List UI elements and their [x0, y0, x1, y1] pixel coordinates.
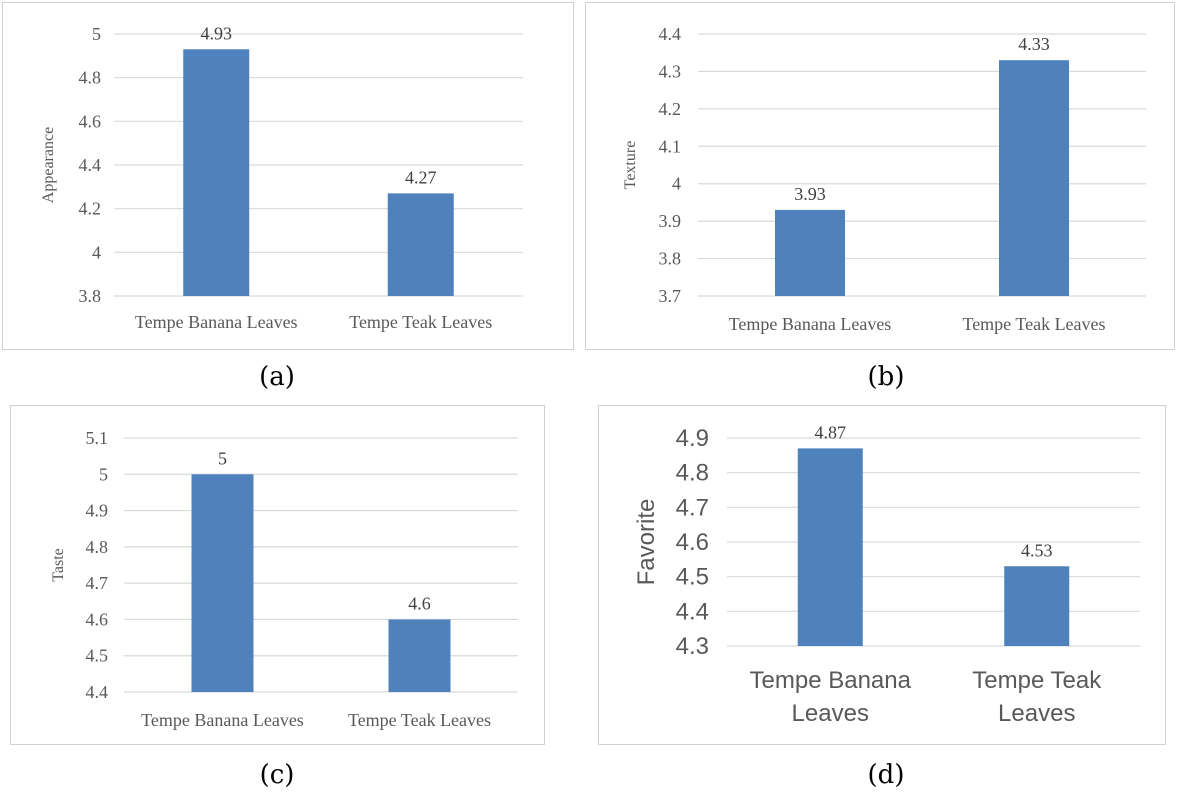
x-category-label: Leaves	[998, 700, 1075, 727]
x-category-label: Tempe Teak Leaves	[348, 710, 491, 730]
y-tick-label: 4.3	[676, 633, 709, 660]
bar	[1004, 566, 1070, 646]
data-label: 4.6	[408, 593, 431, 613]
y-tick-label: 4.4	[676, 598, 709, 625]
y-tick-label: 5.1	[86, 428, 109, 448]
bar	[191, 474, 254, 692]
bar	[183, 49, 250, 297]
chart-appearance: 3.8 4 4.2 4.4 4.6 4.8 5 Appearance 4.93 Tempe Ban…	[2, 2, 574, 350]
caption-b: (b)	[867, 362, 905, 392]
data-label: 3.93	[794, 184, 826, 204]
data-label: 4.87	[815, 422, 847, 442]
x-category-label: Tempe Banana Leaves	[135, 312, 298, 332]
y-tick-label: 4.5	[86, 646, 109, 666]
bar	[775, 209, 845, 296]
y-tick-label: 4.1	[659, 136, 682, 156]
y-tick-label: 4.3	[659, 61, 682, 81]
chart-taste: 4.4 4.5 4.6 4.7 4.8 4.9 5 5.1 Taste 5 Tempe Banana…	[10, 405, 545, 745]
y-tick-label: 4	[672, 174, 681, 194]
y-tick-label: 4.9	[676, 425, 709, 452]
bar	[387, 193, 454, 296]
data-label: 5	[218, 448, 227, 468]
y-tick-label: 3.7	[659, 286, 682, 306]
data-label: 4.53	[1021, 540, 1053, 560]
x-category-label: Tempe Teak Leaves	[349, 312, 492, 332]
y-tick-label: 4.4	[79, 155, 102, 175]
bar	[797, 448, 863, 646]
y-tick-label: 4.6	[86, 609, 109, 629]
x-category-label: Leaves	[792, 700, 869, 727]
caption-d: (d)	[867, 760, 905, 790]
data-label: 4.27	[405, 167, 437, 187]
y-tick-label: 4.8	[676, 460, 709, 487]
y-tick-label: 5	[92, 24, 101, 44]
y-tick-label: 4.7	[86, 573, 109, 593]
y-tick-label: 4.5	[676, 564, 709, 591]
y-axis-label: Appearance	[40, 127, 57, 203]
y-axis-label: Taste	[50, 548, 67, 582]
y-tick-label: 4.9	[86, 501, 109, 521]
y-axis-label: Favorite	[633, 499, 660, 586]
caption-c: (c)	[259, 760, 295, 790]
bar	[388, 619, 451, 692]
y-tick-label: 4.8	[86, 537, 109, 557]
y-tick-label: 3.9	[659, 211, 682, 231]
x-category-label: Tempe Banana	[750, 667, 912, 694]
y-tick-label: 4.8	[79, 68, 102, 88]
y-tick-label: 4.6	[676, 529, 709, 556]
y-tick-label: 3.8	[79, 286, 102, 306]
y-tick-label: 4.7	[676, 494, 709, 521]
y-tick-label: 4.6	[79, 111, 102, 131]
caption-a: (a)	[259, 362, 295, 392]
y-tick-label: 4.2	[659, 99, 682, 119]
chart-favorite: 4.3 4.4 4.5 4.6 4.7 4.8 4.9 Favorite 4.87 Tempe B…	[598, 405, 1166, 745]
y-tick-label: 4	[92, 242, 101, 262]
chart-svg-b: 3.7 3.8 3.9 4 4.1 4.2 4.3 4.4 Texture 3.93 Tempe B…	[622, 24, 1146, 334]
chart-svg-c: 4.4 4.5 4.6 4.7 4.8 4.9 5 5.1 Taste 5 Tempe Banana…	[50, 428, 518, 730]
x-category-label: Tempe Banana Leaves	[141, 710, 304, 730]
y-tick-label: 3.8	[659, 249, 682, 269]
y-tick-label: 4.2	[79, 199, 102, 219]
data-label: 4.93	[201, 23, 233, 43]
y-tick-label: 4.4	[659, 24, 682, 44]
y-tick-label: 5	[99, 464, 108, 484]
bar	[999, 60, 1069, 297]
data-label: 4.33	[1018, 34, 1050, 54]
y-tick-label: 4.4	[86, 682, 109, 702]
x-category-label: Tempe Teak Leaves	[962, 314, 1105, 334]
chart-texture: 3.7 3.8 3.9 4 4.1 4.2 4.3 4.4 Texture 3.93 Tempe B…	[585, 2, 1175, 350]
chart-svg-d: 4.3 4.4 4.5 4.6 4.7 4.8 4.9 Favorite 4.87 Tempe B…	[633, 422, 1140, 727]
x-category-label: Tempe Teak	[972, 667, 1102, 694]
x-category-label: Tempe Banana Leaves	[729, 314, 892, 334]
chart-svg-a: 3.8 4 4.2 4.4 4.6 4.8 5 Appearance 4.93 Tempe Ban…	[40, 23, 523, 332]
y-axis-label: Texture	[622, 141, 639, 190]
